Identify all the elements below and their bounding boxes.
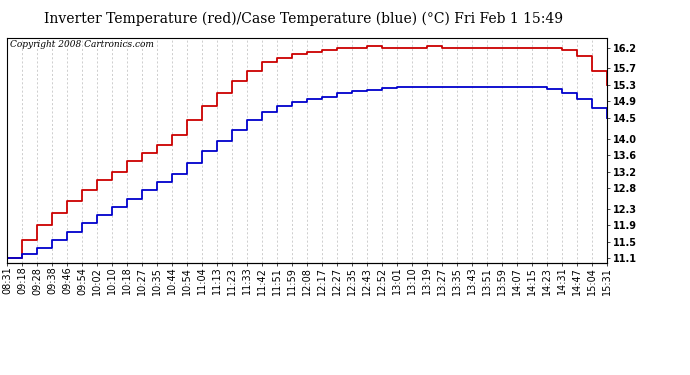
Text: Inverter Temperature (red)/Case Temperature (blue) (°C) Fri Feb 1 15:49: Inverter Temperature (red)/Case Temperat… (44, 11, 563, 26)
Text: Copyright 2008 Cartronics.com: Copyright 2008 Cartronics.com (10, 40, 154, 49)
